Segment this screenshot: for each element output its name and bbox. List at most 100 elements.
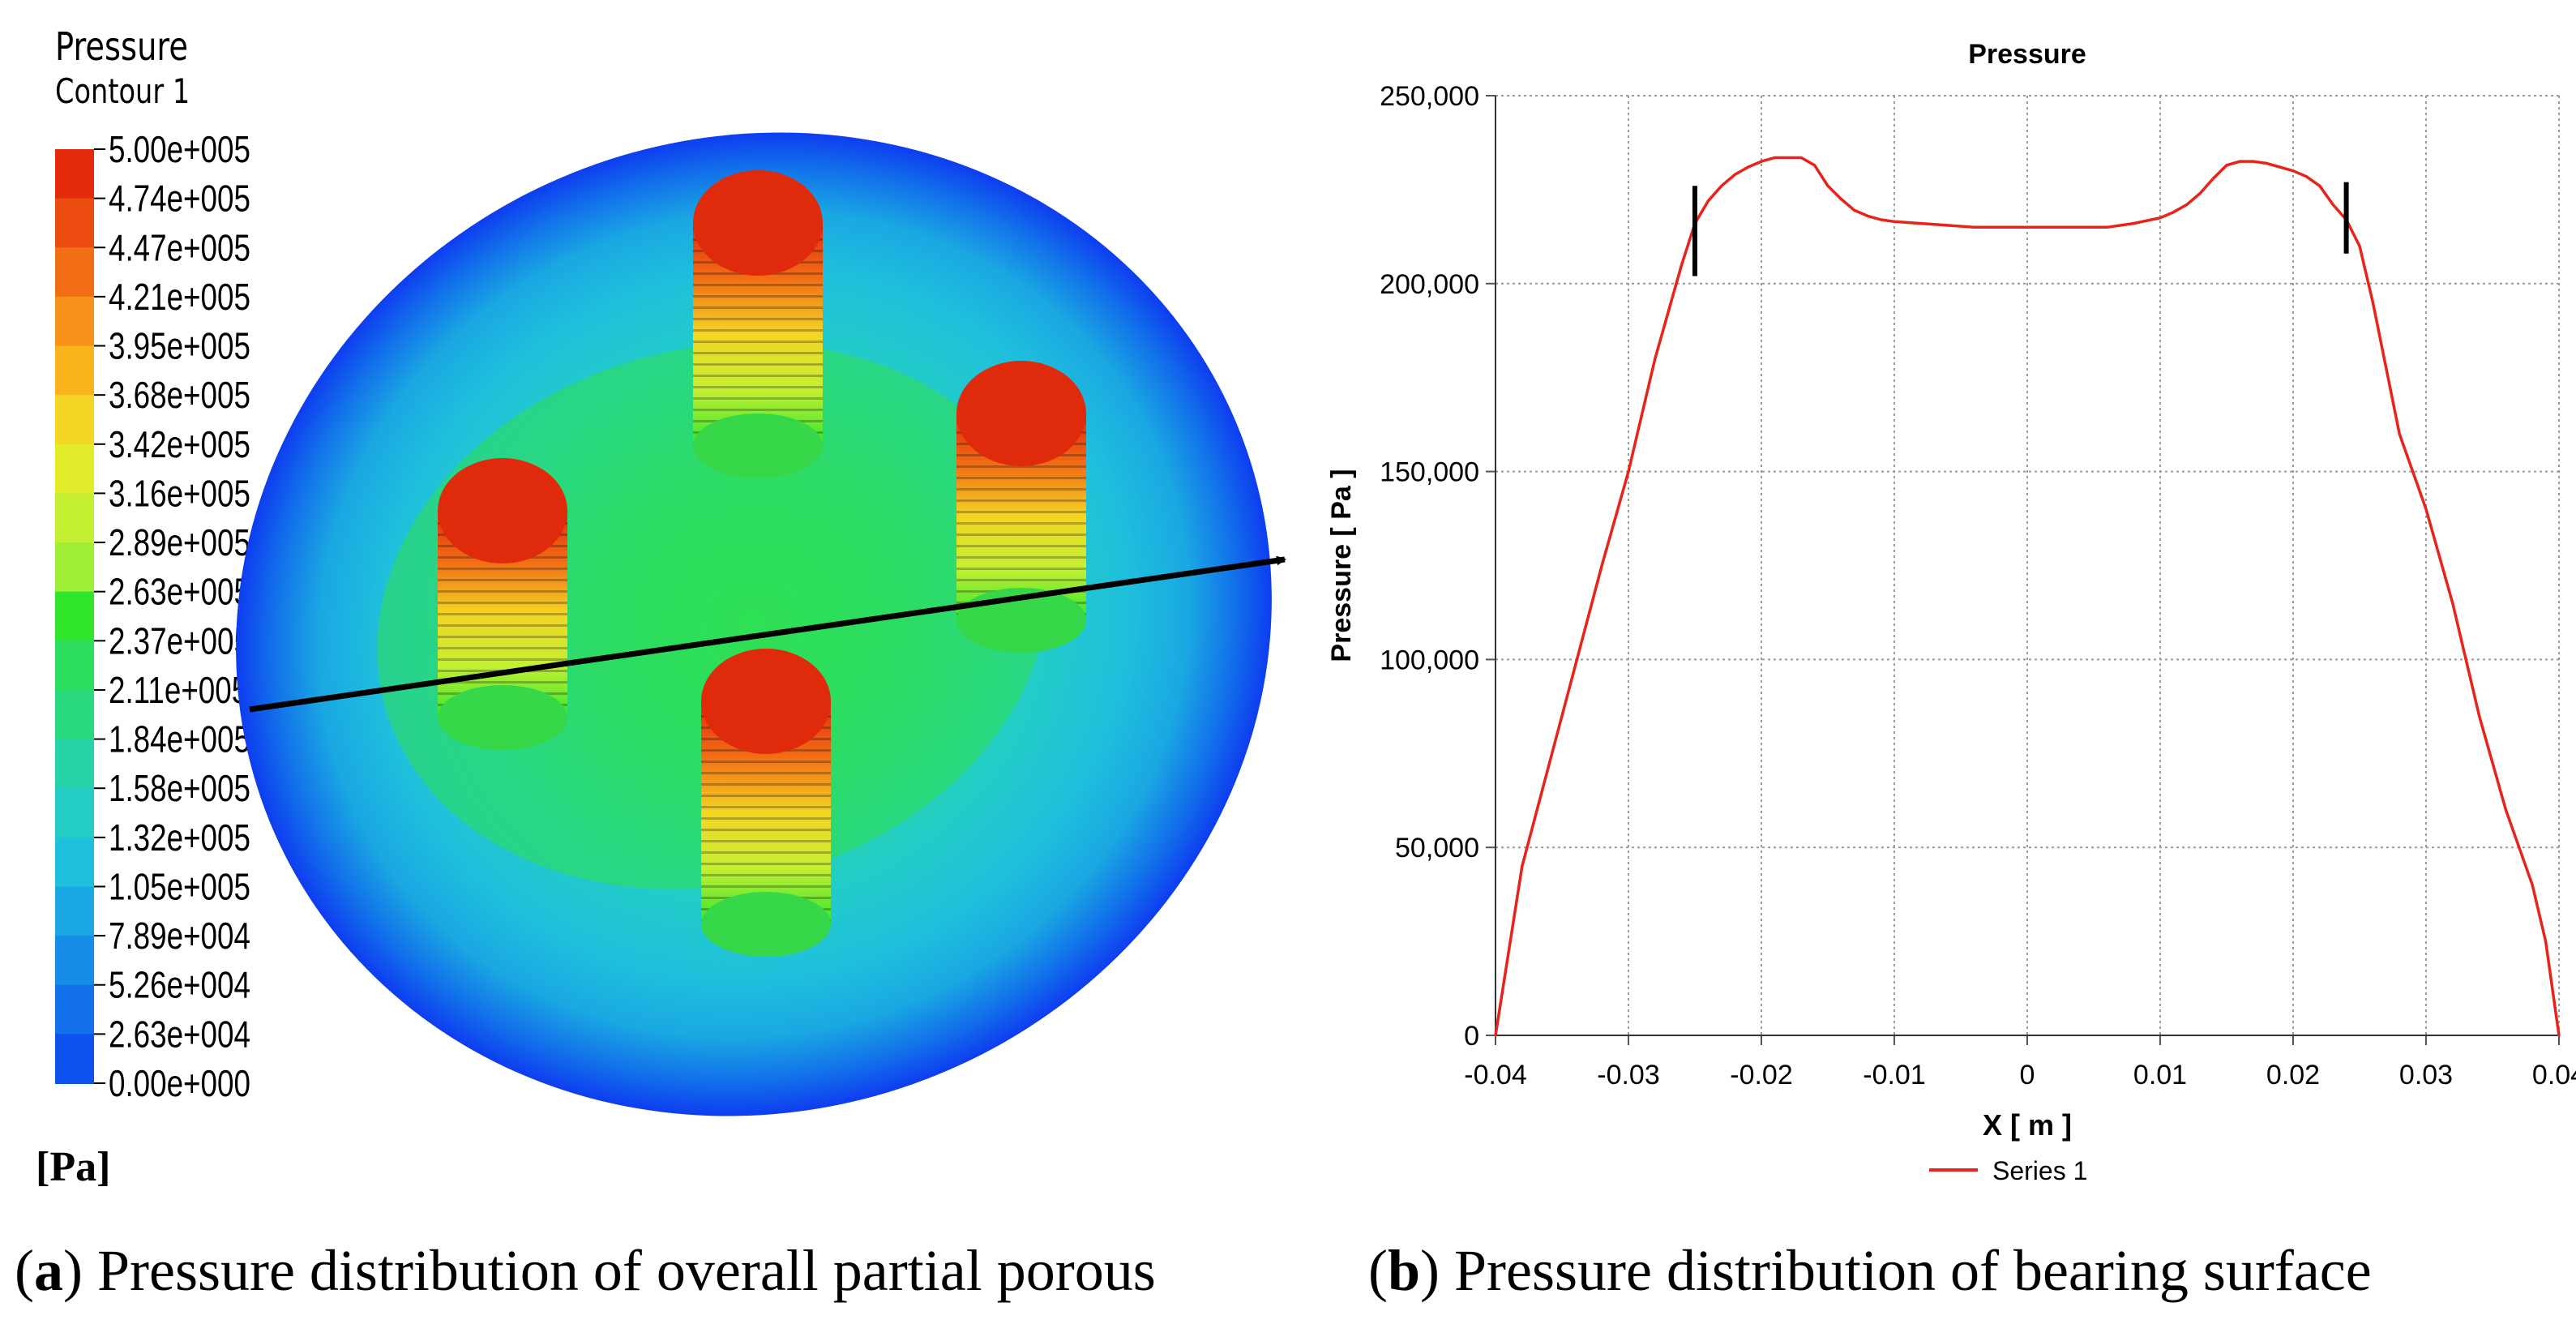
series-point [1654, 358, 1657, 361]
pillar-bottom [701, 649, 831, 957]
pillar-left [438, 458, 567, 750]
series-point [2504, 808, 2507, 812]
colorbar-swatch [55, 984, 94, 1035]
series-point [2358, 244, 2361, 247]
colorbar-swatch [55, 837, 94, 888]
colorbar-swatch [55, 542, 94, 593]
caption-b-text: Pressure distribution of bearing surface [1454, 1238, 2372, 1303]
x-axis-label: X [ m ] [1983, 1108, 2072, 1142]
series-point [1720, 184, 1723, 187]
x-tick-label: 0 [2020, 1060, 2035, 1090]
series-point [2544, 940, 2548, 943]
series-point [1919, 222, 1923, 225]
colorbar-level-label: 5.00e+005 [109, 128, 250, 170]
series-point [1839, 197, 1842, 200]
series-point [2105, 225, 2108, 229]
series-point [2212, 177, 2215, 180]
pillar-top [693, 170, 823, 478]
legend-label: Series 1 [1992, 1156, 2087, 1185]
colorbar-level-label: 3.42e+005 [109, 423, 250, 465]
colorbar-level-label: 3.68e+005 [109, 374, 250, 416]
y-axis-label: Pressure [ Pa ] [1326, 469, 1357, 662]
caption-b: (b) Pressure distribution of bearing sur… [1368, 1238, 2372, 1303]
series-point [2238, 160, 2241, 163]
colorbar-swatch [55, 345, 94, 396]
series-point [1600, 564, 1603, 567]
series-point [2557, 1034, 2561, 1037]
bearing-disc [236, 132, 1272, 1116]
series-point [2172, 211, 2175, 214]
series-point [1760, 160, 1763, 163]
colorbar-level-label: 2.11e+005 [109, 669, 248, 711]
y-tick-label: 50,000 [1395, 833, 1479, 863]
colorbar-swatch [55, 493, 94, 544]
y-tick-label: 0 [1464, 1021, 1479, 1052]
colorbar-level-label: 1.05e+005 [109, 866, 250, 908]
sample-line-arrow [249, 555, 1286, 713]
series-point [1813, 164, 1816, 167]
colorbar-swatch [55, 739, 94, 790]
pillar-right [956, 361, 1086, 653]
series-point [2279, 165, 2282, 169]
x-tick-label: -0.02 [1730, 1060, 1793, 1090]
series-point [1494, 1034, 1497, 1037]
series-point [1627, 470, 1630, 473]
series-point [1972, 225, 1975, 229]
contour-legend-subtitle: Contour 1 [55, 71, 190, 111]
series-point [1826, 184, 1829, 187]
colorbar-swatch [55, 886, 94, 937]
x-tick-label: 0.02 [2266, 1060, 2320, 1090]
series-point [2398, 432, 2401, 435]
series-point [2225, 164, 2228, 167]
series-point [2531, 884, 2534, 887]
colorbar-level-label: 4.74e+005 [109, 178, 250, 220]
series-point [1747, 165, 1750, 169]
contour-panel: Pressure Contour 1 [0, 0, 1313, 1216]
colorbar-swatch [55, 198, 94, 249]
colorbar-swatch [55, 247, 94, 298]
chart-title: Pressure [1968, 39, 2086, 70]
series-point [2052, 225, 2056, 229]
series-point [2451, 602, 2454, 605]
colorbar-level-label: 4.47e+005 [109, 226, 250, 268]
colorbar-level-label: 0.00e+000 [109, 1062, 250, 1104]
colorbar-swatch [55, 395, 94, 445]
colorbar-level-label: 2.37e+005 [109, 619, 250, 662]
series-point [1773, 156, 1776, 159]
colorbar-swatch [55, 443, 94, 495]
x-tick-label: 0.03 [2399, 1060, 2453, 1090]
series-point [1946, 224, 1949, 227]
series-point [2252, 160, 2255, 163]
series-point [2318, 184, 2321, 187]
colorbar-level-label: 1.84e+005 [109, 718, 250, 761]
contour-unit-label: [Pa] [36, 1144, 111, 1190]
colorbar-level-label: 3.16e+005 [109, 472, 250, 514]
colorbar-swatch [55, 296, 94, 347]
series-point [2159, 216, 2162, 220]
caption-a-letter: a [33, 1238, 63, 1303]
line-chart-panel: -0.04 -0.03 -0.02 -0.01 0 0.01 0.02 0.03 0.04 0 50… [1313, 0, 2576, 1216]
series-point [1893, 220, 1896, 223]
y-tick-label: 150,000 [1380, 457, 1479, 488]
colorbar-level-label: 5.26e+004 [109, 964, 250, 1006]
series-point [2424, 508, 2428, 511]
colorbar-swatch [55, 149, 94, 199]
series-point [2371, 301, 2374, 304]
colorbar-level-label: 2.63e+005 [109, 571, 250, 613]
series-point [2079, 225, 2082, 229]
colorbar-level-label: 4.21e+005 [109, 276, 250, 318]
contour-legend-title: Pressure [55, 24, 188, 70]
colorbar-swatch [55, 641, 94, 691]
series-point [1853, 208, 1856, 212]
y-tick-label: 100,000 [1380, 645, 1479, 675]
x-tick-label: -0.04 [1464, 1060, 1527, 1090]
series-point [1880, 218, 1883, 221]
series-point [1866, 214, 1869, 217]
series-point [1706, 199, 1709, 203]
series-point [2132, 222, 2135, 225]
porous-pillars [438, 170, 1086, 957]
pressure-line-chart: -0.04 -0.03 -0.02 -0.01 0 0.01 0.02 0.03 0.04 0 50… [1326, 39, 2576, 1185]
colorbar-swatch [55, 936, 94, 986]
series-point [2265, 161, 2268, 165]
x-tick-label: -0.03 [1597, 1060, 1660, 1090]
